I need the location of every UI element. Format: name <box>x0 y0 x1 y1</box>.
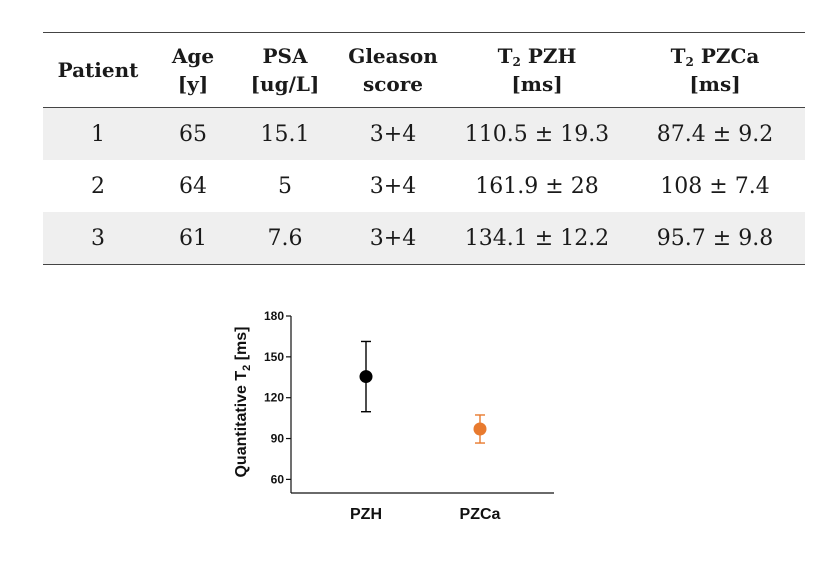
cell-t2-pzca: 95.7 ± 9.8 <box>656 225 774 251</box>
cell-t2-pzca: 87.4 ± 9.2 <box>656 121 774 147</box>
cell-psa: 5 <box>278 173 292 199</box>
table-row: 2 64 5 3+4 161.9 ± 28 108 ± 7.4 <box>43 160 805 212</box>
table-row: 1 65 15.1 3+4 110.5 ± 19.3 87.4 ± 9.2 <box>43 107 805 160</box>
cell-t2-pzca: 108 ± 7.4 <box>660 173 770 199</box>
y-tick-label: 90 <box>271 432 285 446</box>
header-t2-pzca: T2 PZCa [ms] <box>670 44 760 96</box>
cell-gleason: 3+4 <box>369 121 417 147</box>
chart-marks <box>359 340 487 444</box>
cell-patient: 3 <box>91 225 105 251</box>
cell-t2-pzh: 161.9 ± 28 <box>475 173 599 199</box>
chart-axes <box>290 316 554 494</box>
t2-chart: 60 90 120 150 180 PZH PZCa Quantitative T2 [m… <box>233 309 554 523</box>
cell-psa: 7.6 <box>267 225 303 251</box>
data-point-pzca <box>473 422 487 436</box>
cell-age: 64 <box>179 173 207 199</box>
header-t2-pzh: T2 PZH [ms] <box>497 44 577 96</box>
cell-t2-pzh: 134.1 ± 12.2 <box>464 225 610 251</box>
y-tick-label: 180 <box>264 309 284 323</box>
header-gleason: Gleason score <box>348 44 438 96</box>
header-psa: PSA [ug/L] <box>250 44 320 96</box>
y-tick-label: 60 <box>271 472 285 486</box>
x-tick-label-pzh: PZH <box>350 506 382 523</box>
data-point-pzh <box>359 370 373 384</box>
y-tick-label: 120 <box>264 391 284 405</box>
cell-age: 61 <box>179 225 207 251</box>
cell-psa: 15.1 <box>260 121 310 147</box>
header-age: Age [y] <box>171 44 215 96</box>
chart-x-labels: PZH PZCa <box>350 506 501 523</box>
chart-ticks: 60 90 120 150 180 <box>264 309 291 486</box>
cell-patient: 2 <box>91 173 105 199</box>
cell-age: 65 <box>179 121 207 147</box>
cell-gleason: 3+4 <box>369 225 417 251</box>
cell-gleason: 3+4 <box>369 173 417 199</box>
table-row: 3 61 7.6 3+4 134.1 ± 12.2 95.7 ± 9.8 <box>43 212 805 265</box>
patient-table-container: Patient Age [y] PSA [ug/L] Gleason score T2… <box>43 32 805 265</box>
table-header-row: Patient Age [y] PSA [ug/L] Gleason score T2… <box>43 32 805 108</box>
cell-patient: 1 <box>91 121 105 147</box>
y-tick-label: 150 <box>264 350 284 364</box>
cell-t2-pzh: 110.5 ± 19.3 <box>464 121 610 147</box>
y-axis-label: Quantitative T2 [ms] <box>233 326 253 477</box>
x-tick-label-pzca: PZCa <box>460 506 501 523</box>
header-patient: Patient <box>57 58 139 82</box>
patient-table: Patient Age [y] PSA [ug/L] Gleason score T2… <box>43 32 805 265</box>
